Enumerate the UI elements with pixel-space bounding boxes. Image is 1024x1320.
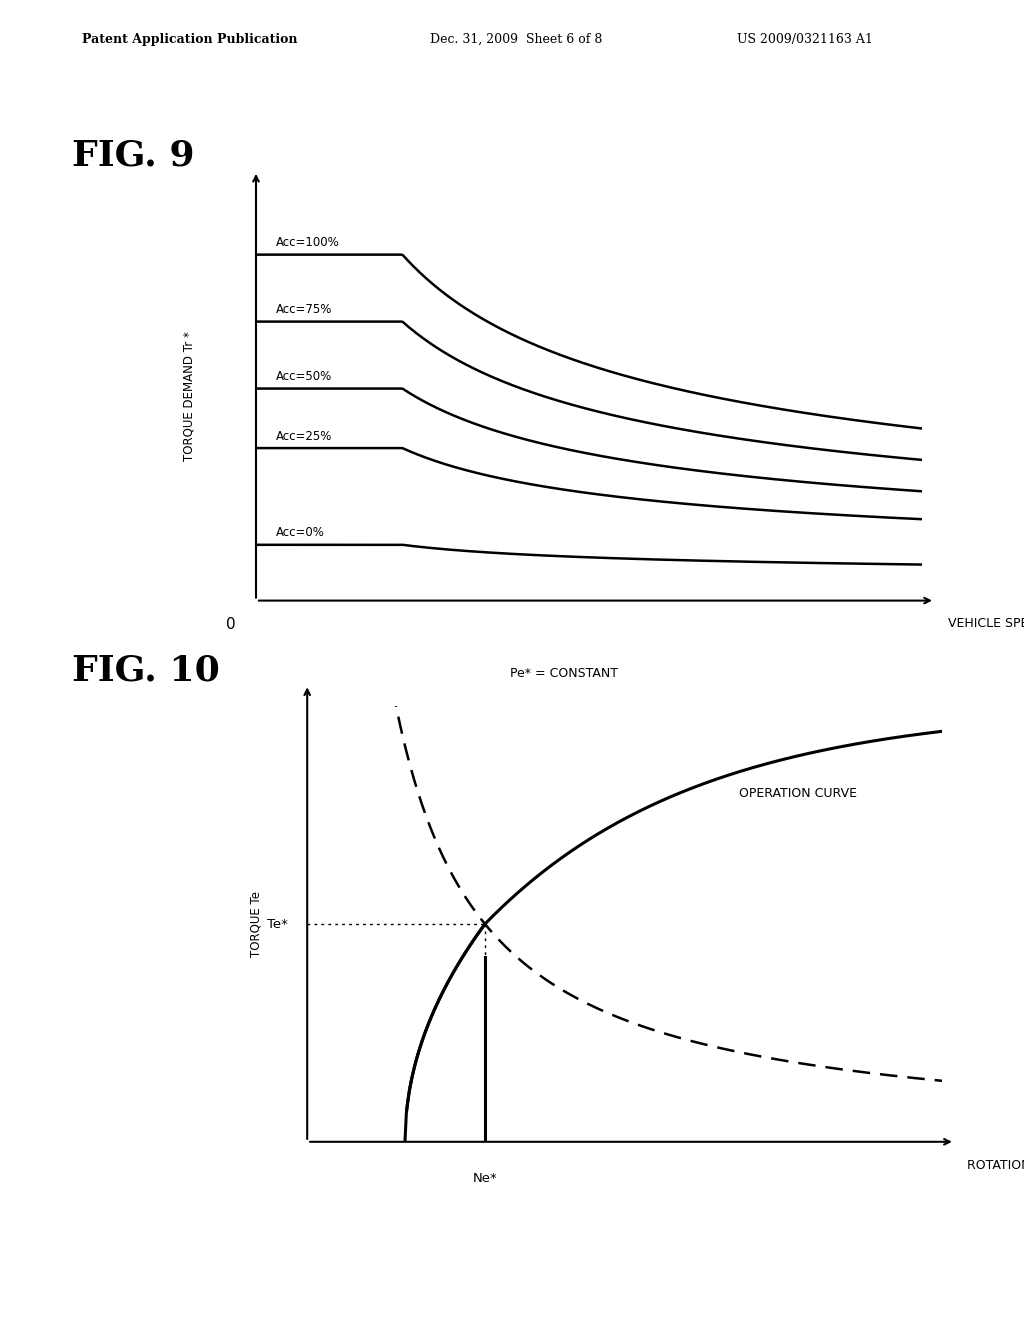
Text: Dec. 31, 2009  Sheet 6 of 8: Dec. 31, 2009 Sheet 6 of 8 <box>430 33 602 46</box>
Text: TORQUE DEMAND Tr *: TORQUE DEMAND Tr * <box>183 331 196 461</box>
Text: VEHICLE SPEED V: VEHICLE SPEED V <box>948 616 1024 630</box>
Text: FIG. 10: FIG. 10 <box>72 653 219 688</box>
Text: Ne*: Ne* <box>473 1172 498 1185</box>
Text: FIG. 9: FIG. 9 <box>72 139 195 173</box>
Text: US 2009/0321163 A1: US 2009/0321163 A1 <box>737 33 873 46</box>
Text: Te*: Te* <box>267 917 288 931</box>
Text: 0: 0 <box>226 616 236 632</box>
Text: Pe* = CONSTANT: Pe* = CONSTANT <box>510 667 618 680</box>
Text: Patent Application Publication: Patent Application Publication <box>82 33 297 46</box>
Text: Acc=25%: Acc=25% <box>276 429 333 442</box>
Text: Acc=100%: Acc=100% <box>276 236 340 249</box>
Text: Acc=0%: Acc=0% <box>276 527 325 539</box>
Text: Acc=75%: Acc=75% <box>276 304 333 315</box>
Text: Acc=50%: Acc=50% <box>276 370 332 383</box>
Text: TORQUE Te: TORQUE Te <box>250 891 263 957</box>
Text: ROTATION SPEED Ne: ROTATION SPEED Ne <box>968 1159 1024 1172</box>
Text: OPERATION CURVE: OPERATION CURVE <box>739 787 857 800</box>
